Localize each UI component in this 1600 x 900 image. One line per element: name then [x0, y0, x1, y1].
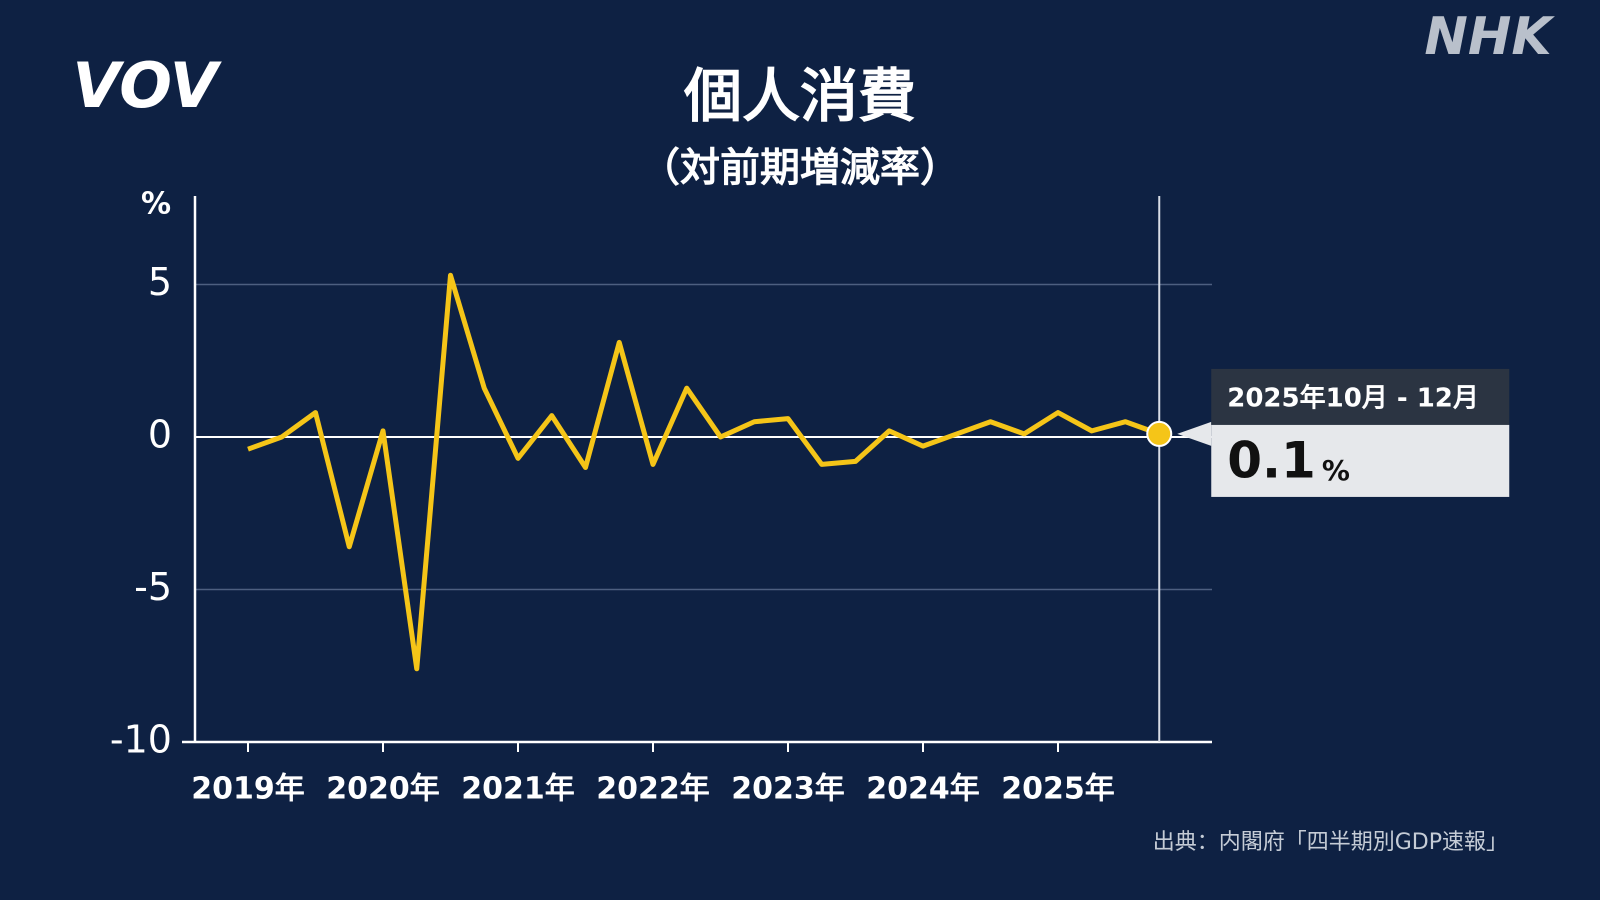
x-tick-label: 2022年 — [596, 772, 710, 807]
source: 出典：内閣府「四半期別GDP速報」 — [1153, 830, 1508, 855]
y-tick-label: 0 — [148, 412, 172, 456]
chart-subtitle: （対前期増減率） — [640, 145, 960, 191]
callout-pointer — [1177, 421, 1212, 446]
highlight-point — [1146, 420, 1173, 447]
logo-vov: VOV — [72, 49, 222, 122]
y-tick-label: 5 — [148, 260, 172, 304]
x-tick-label: 2025年 — [1001, 772, 1115, 807]
series-line — [247, 272, 1161, 672]
y-tick-label: -10 — [110, 718, 172, 762]
logo-nhk: NHK — [1424, 7, 1555, 67]
y-tick-label: -5 — [134, 565, 172, 609]
callout-value: 0.1 — [1227, 431, 1316, 489]
callout-unit: % — [1322, 454, 1350, 487]
callout-body — [1211, 424, 1510, 497]
chart-title: 個人消費 — [683, 62, 916, 130]
callout-period: 2025年10月 - 12月 — [1227, 382, 1479, 413]
x-tick-label: 2019年 — [191, 772, 305, 807]
x-tick-label: 2024年 — [866, 772, 980, 807]
x-tick-label: 2023年 — [731, 772, 845, 807]
x-tick-label: 2021年 — [461, 772, 575, 807]
y-axis-unit: % — [141, 187, 171, 222]
x-tick-label: 2020年 — [326, 772, 440, 807]
callout-header — [1211, 368, 1510, 425]
